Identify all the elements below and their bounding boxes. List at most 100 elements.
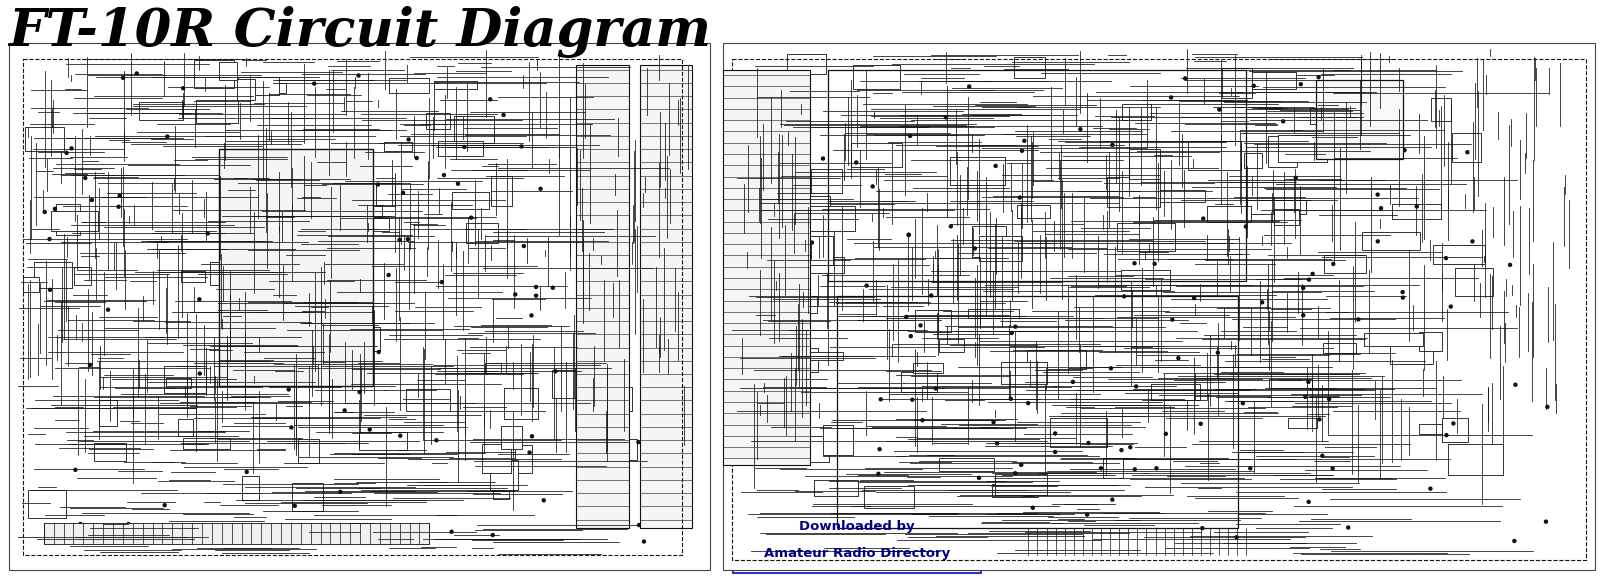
- Bar: [813, 480, 858, 496]
- Circle shape: [534, 285, 538, 288]
- Circle shape: [821, 157, 824, 160]
- Bar: [1222, 68, 1251, 98]
- Circle shape: [534, 294, 538, 297]
- Circle shape: [995, 442, 998, 445]
- Circle shape: [406, 237, 410, 241]
- Circle shape: [1402, 296, 1405, 299]
- Bar: [1419, 332, 1442, 351]
- Circle shape: [1445, 256, 1448, 259]
- Bar: [485, 363, 501, 373]
- Bar: [853, 65, 901, 89]
- Bar: [426, 113, 450, 129]
- Circle shape: [443, 174, 445, 177]
- Circle shape: [1054, 450, 1056, 453]
- Bar: [811, 169, 842, 193]
- Circle shape: [1403, 149, 1406, 152]
- Circle shape: [274, 175, 275, 178]
- Circle shape: [1310, 272, 1314, 276]
- Circle shape: [1282, 120, 1285, 123]
- Circle shape: [637, 523, 640, 526]
- Bar: [179, 419, 194, 436]
- Bar: [781, 295, 818, 313]
- Bar: [939, 339, 965, 351]
- Bar: [347, 206, 381, 217]
- Circle shape: [107, 308, 109, 311]
- Circle shape: [621, 206, 624, 209]
- Circle shape: [1302, 314, 1304, 317]
- Circle shape: [117, 206, 120, 208]
- Bar: [1442, 418, 1467, 442]
- Circle shape: [312, 82, 315, 85]
- Bar: [787, 54, 827, 74]
- Bar: [755, 90, 792, 113]
- Circle shape: [552, 286, 554, 290]
- Circle shape: [198, 298, 202, 301]
- Circle shape: [1154, 262, 1157, 265]
- Bar: [1122, 270, 1170, 291]
- Text: Downloaded by: Downloaded by: [798, 520, 915, 533]
- Circle shape: [994, 164, 997, 167]
- Circle shape: [522, 244, 525, 248]
- Bar: [210, 262, 232, 285]
- Circle shape: [1451, 422, 1454, 425]
- Bar: [197, 100, 237, 123]
- Bar: [27, 490, 66, 518]
- Bar: [584, 387, 632, 411]
- Circle shape: [1099, 467, 1102, 470]
- Circle shape: [1331, 262, 1334, 265]
- Bar: [184, 438, 230, 449]
- Circle shape: [1328, 398, 1331, 401]
- Circle shape: [450, 530, 453, 533]
- Bar: [242, 475, 259, 500]
- Circle shape: [1376, 193, 1379, 196]
- Circle shape: [1514, 383, 1517, 386]
- Circle shape: [627, 177, 629, 179]
- Bar: [1104, 458, 1123, 478]
- Bar: [56, 204, 80, 234]
- Circle shape: [589, 202, 592, 205]
- Circle shape: [973, 247, 976, 250]
- Bar: [1122, 104, 1150, 120]
- Bar: [1014, 57, 1045, 78]
- Circle shape: [357, 166, 358, 168]
- Bar: [765, 146, 794, 158]
- Bar: [576, 64, 629, 528]
- Circle shape: [1318, 418, 1322, 421]
- Bar: [1027, 350, 1086, 369]
- Bar: [1248, 200, 1306, 214]
- Circle shape: [770, 306, 773, 309]
- Bar: [810, 351, 843, 360]
- Circle shape: [1133, 468, 1136, 471]
- Circle shape: [91, 199, 93, 201]
- Circle shape: [606, 517, 610, 520]
- Circle shape: [1021, 149, 1024, 152]
- Bar: [238, 77, 278, 94]
- Bar: [384, 142, 411, 151]
- Circle shape: [1317, 76, 1320, 79]
- Bar: [1323, 343, 1357, 353]
- Bar: [723, 70, 811, 465]
- Bar: [786, 196, 830, 208]
- Circle shape: [1054, 432, 1056, 435]
- Circle shape: [53, 207, 56, 210]
- Circle shape: [650, 104, 653, 107]
- Circle shape: [1200, 422, 1202, 426]
- Circle shape: [1546, 405, 1549, 408]
- Circle shape: [918, 324, 922, 327]
- Circle shape: [1302, 287, 1304, 290]
- Circle shape: [387, 273, 390, 277]
- Bar: [939, 459, 994, 471]
- Bar: [275, 254, 296, 271]
- Circle shape: [1123, 295, 1126, 298]
- Circle shape: [1170, 96, 1173, 99]
- Bar: [1237, 72, 1296, 89]
- Bar: [166, 378, 192, 389]
- Bar: [1454, 269, 1493, 296]
- Circle shape: [48, 237, 51, 240]
- Circle shape: [70, 147, 74, 150]
- Circle shape: [1379, 207, 1382, 210]
- Circle shape: [610, 439, 613, 443]
- Circle shape: [1130, 446, 1131, 449]
- Circle shape: [1178, 357, 1179, 360]
- Circle shape: [605, 267, 608, 270]
